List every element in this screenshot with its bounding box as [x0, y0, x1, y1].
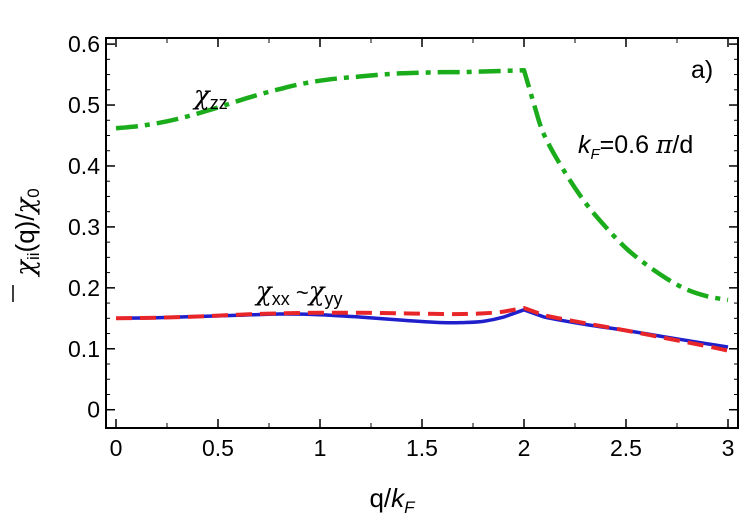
- y-axis-label: χii(q)/χ0: [10, 188, 43, 302]
- y-tick-label: 0.5: [68, 92, 100, 118]
- series-line-0: [115, 68, 729, 303]
- x-tick-label: 3: [722, 435, 735, 461]
- chi-xx-yy-label: χxx ~χyy: [254, 277, 343, 309]
- y-tick-label: 0: [87, 397, 100, 423]
- series-line-1: [115, 308, 729, 349]
- axes: 0 0.5 1 1.5 2 2.5 3 0 0.1 0.2 0.3 0.4 0.5 0.6: [68, 31, 739, 461]
- x-axis-label: q/kF: [369, 483, 416, 517]
- panel-label: a): [691, 56, 713, 84]
- x-tick-label: 2: [518, 435, 531, 461]
- x-tick-label: 1.5: [406, 435, 438, 461]
- y-tick-label: 0.2: [68, 275, 100, 301]
- y-tick-label: 0.3: [68, 214, 100, 240]
- svg-text:χii(q)/χ0: χii(q)/χ0: [10, 188, 43, 278]
- x-tick-label: 2.5: [610, 435, 642, 461]
- kf-annotation: kF=0.6 π/d: [578, 130, 693, 163]
- plot-area: [115, 68, 729, 353]
- x-tick-label: 0.5: [202, 435, 234, 461]
- y-tick-label: 0.4: [68, 153, 100, 179]
- chi-zz-label: χzz: [192, 81, 228, 113]
- x-tick-label: 0: [110, 435, 123, 461]
- y-tick-label: 0.6: [68, 31, 100, 57]
- y-tick-label: 0.1: [68, 336, 100, 362]
- x-tick-label: 1: [314, 435, 327, 461]
- series-line-2: [115, 306, 729, 353]
